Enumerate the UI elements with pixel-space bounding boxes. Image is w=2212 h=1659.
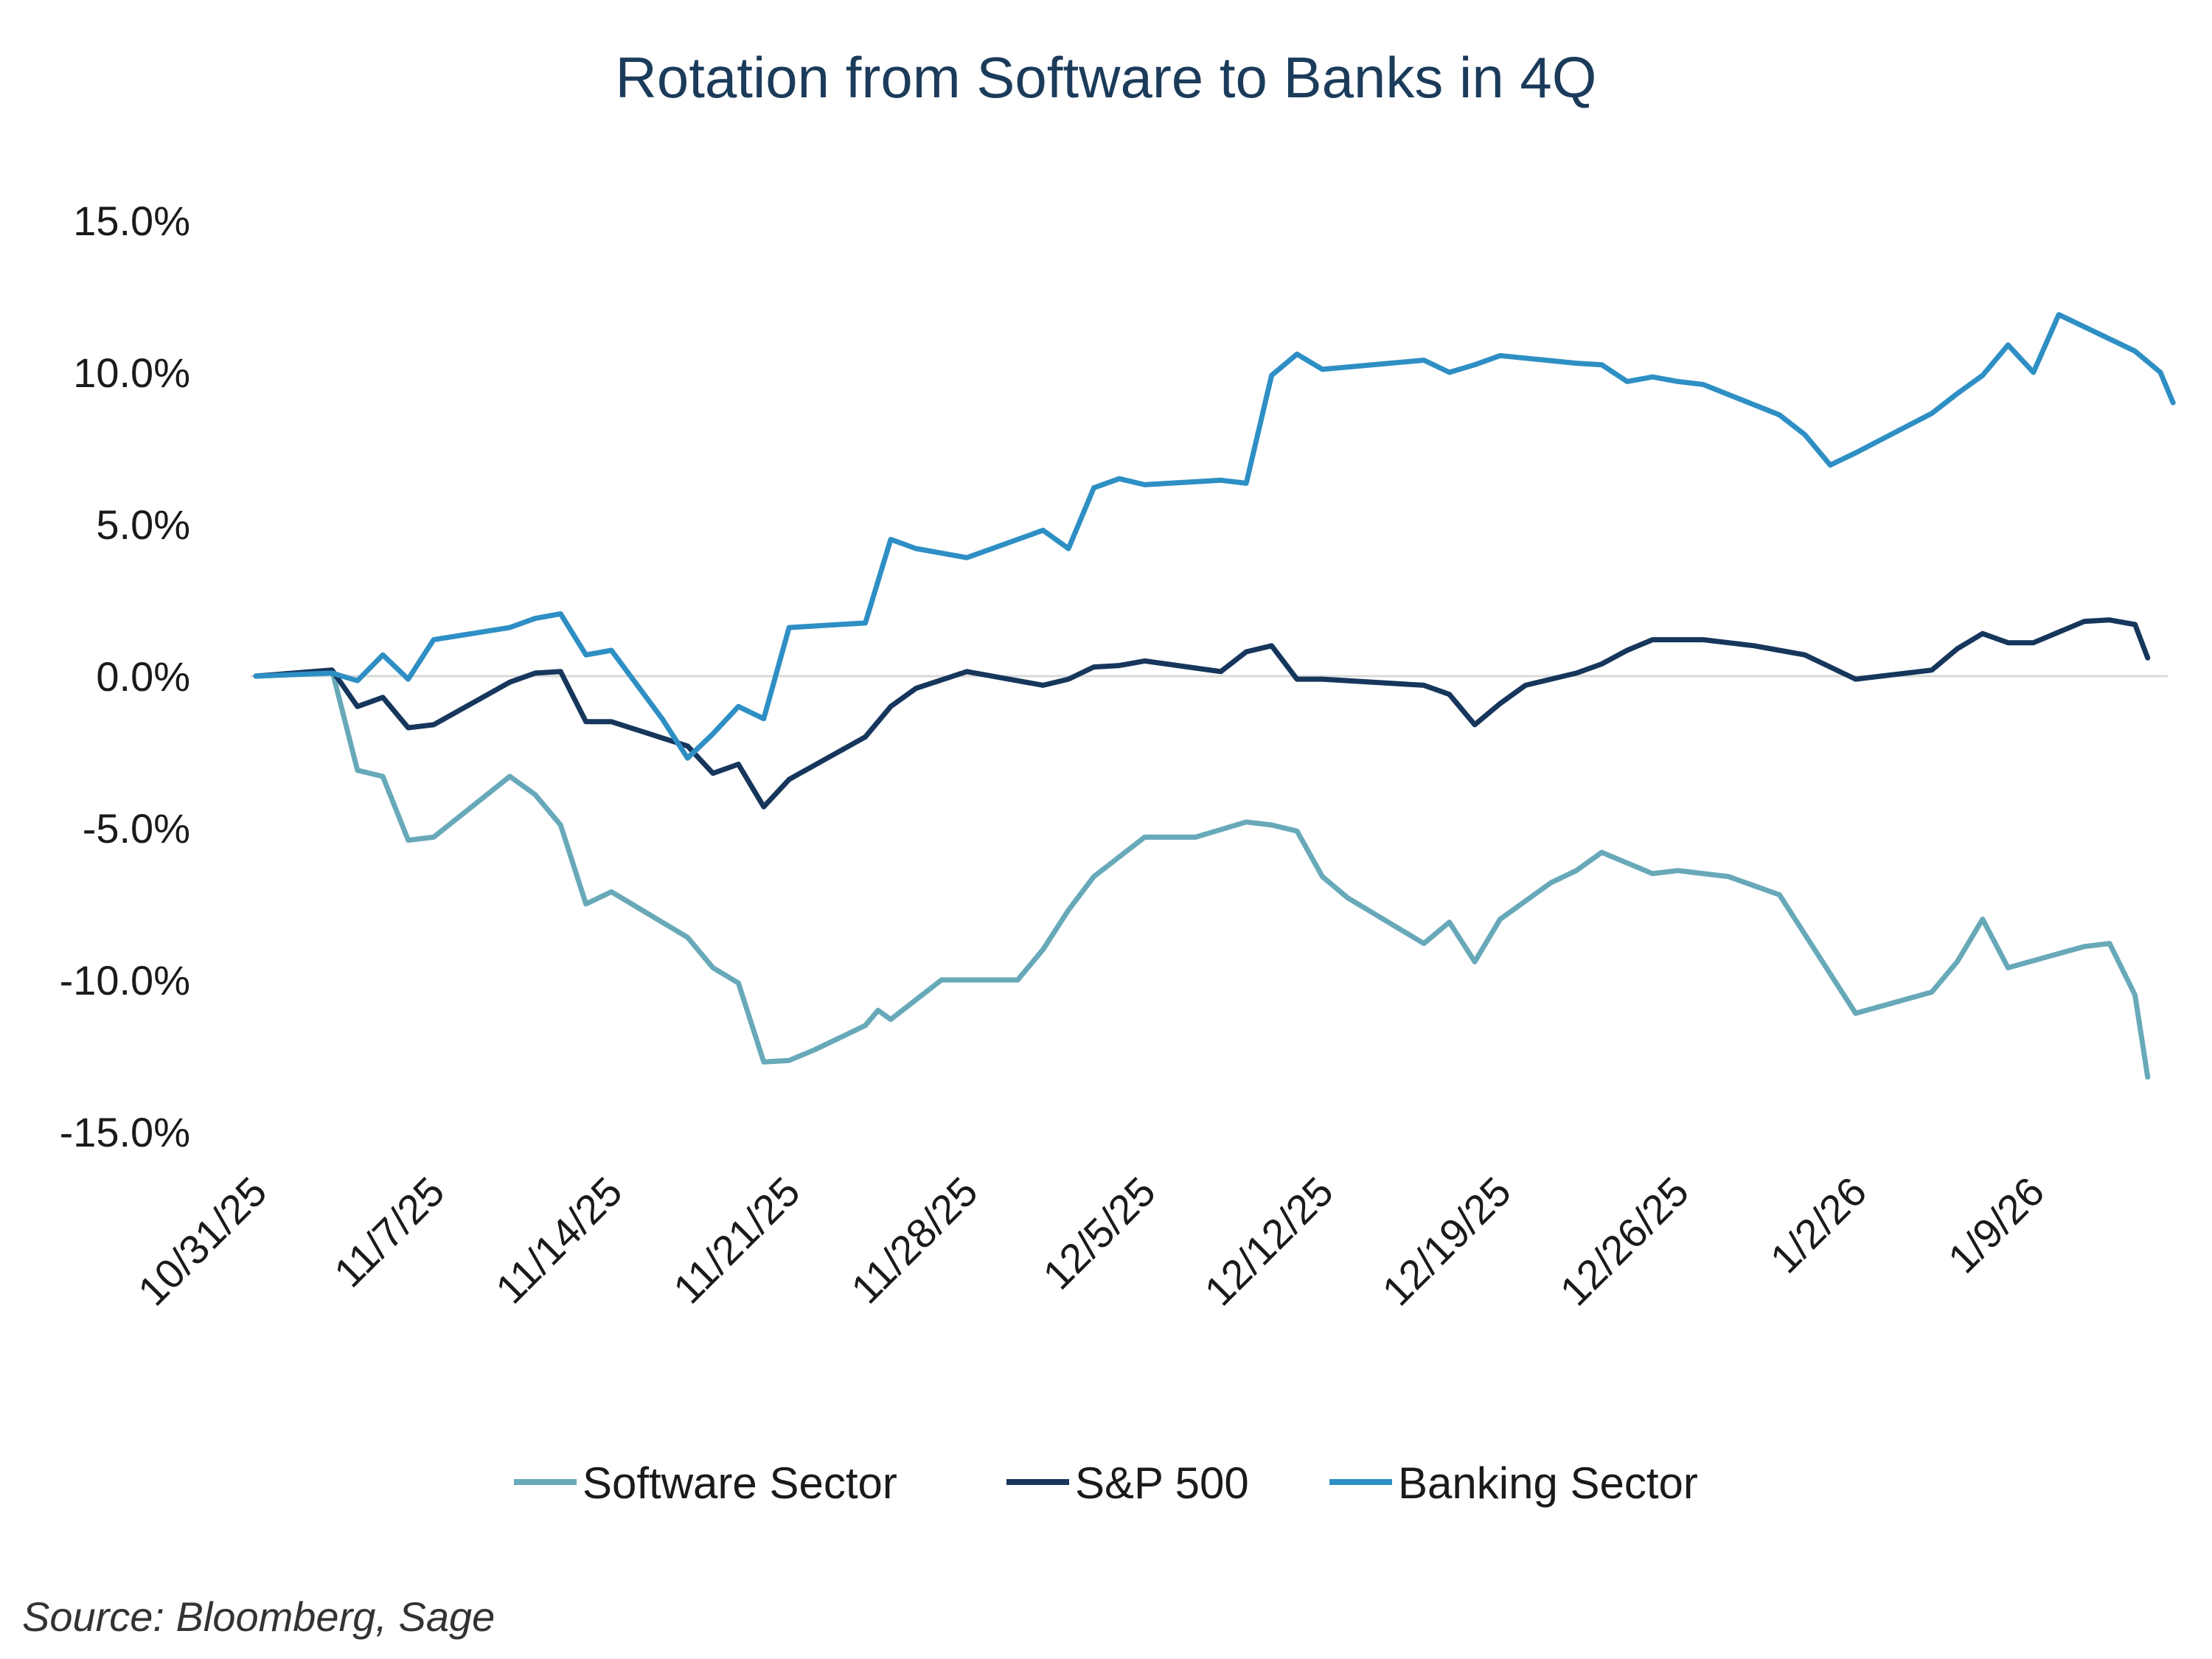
y-tick-label: -10.0% <box>60 957 190 1004</box>
y-tick-label: 10.0% <box>73 349 190 396</box>
series-line-sp500 <box>253 617 2151 810</box>
x-tick-label: 11/14/25 <box>487 1168 631 1312</box>
x-tick-label: 1/2/26 <box>1761 1168 1876 1282</box>
y-tick-label: 15.0% <box>73 198 190 244</box>
x-tick-label: 12/26/25 <box>1551 1168 1697 1315</box>
series-line-banking <box>253 312 2176 761</box>
x-tick-label: 12/19/25 <box>1373 1168 1520 1315</box>
series-line-software <box>253 667 2151 1080</box>
x-tick-label: 12/12/25 <box>1195 1168 1342 1315</box>
chart-title: Rotation from Software to Banks in 4Q <box>616 45 1597 110</box>
legend: Software Sector S&P 500 Banking Sector <box>514 1458 1698 1508</box>
x-axis-ticks: 10/31/25 11/7/25 11/14/25 11/21/25 11/28/25 1… <box>129 1168 2053 1315</box>
x-tick-label: 11/28/25 <box>842 1168 987 1312</box>
y-tick-label: -15.0% <box>60 1109 190 1155</box>
x-tick-label: 12/5/25 <box>1034 1168 1164 1298</box>
y-tick-label: -5.0% <box>83 805 190 852</box>
y-tick-label: 0.0% <box>96 653 190 700</box>
y-axis-ticks: 15.0% 10.0% 5.0% 0.0% -5.0% -10.0% -15.0% <box>60 198 190 1155</box>
x-tick-label: 10/31/25 <box>129 1168 276 1315</box>
source-note: Source: Bloomberg, Sage <box>22 1593 495 1640</box>
legend-label-sp500: S&P 500 <box>1075 1458 1249 1508</box>
series-lines <box>253 312 2176 1080</box>
y-tick-label: 5.0% <box>96 501 190 548</box>
legend-label-software: Software Sector <box>582 1458 897 1508</box>
x-tick-label: 11/21/25 <box>664 1168 809 1312</box>
x-tick-label: 1/9/26 <box>1939 1168 2053 1282</box>
legend-label-banking: Banking Sector <box>1398 1458 1698 1508</box>
x-tick-label: 11/7/25 <box>325 1168 453 1296</box>
